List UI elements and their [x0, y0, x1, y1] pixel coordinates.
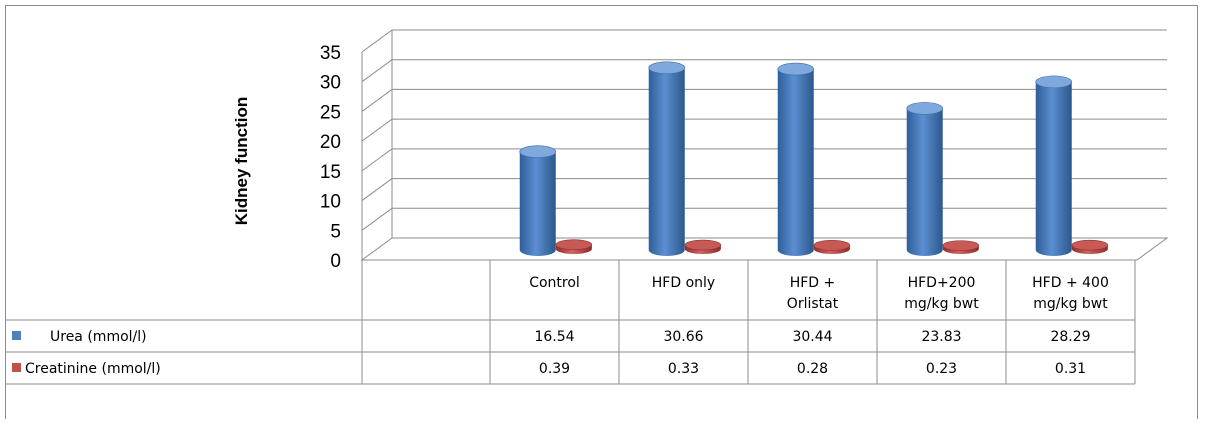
x-category-label: HFD + 400: [1032, 275, 1109, 291]
y-tick-label: 15: [320, 162, 341, 183]
side-gridline: [361, 148, 393, 172]
urea-bar: [906, 108, 943, 256]
urea-bar-top: [1035, 75, 1073, 89]
table-cell-value: 0.23: [926, 361, 957, 377]
urea-bar: [648, 67, 685, 257]
table-cell-value: 16.54: [534, 329, 574, 345]
legend-key: [12, 331, 21, 340]
creatinine-bar-top: [942, 240, 980, 251]
table-cell-value: 0.39: [539, 361, 570, 377]
side-gridline: [361, 207, 393, 231]
series-name: Creatinine (mmol/l): [25, 361, 161, 377]
urea-bar-top: [906, 102, 944, 115]
y-tick-label: 0: [330, 251, 341, 272]
x-category-label: HFD only: [652, 275, 715, 291]
table-cell-value: 30.44: [792, 329, 832, 345]
series-name: Urea (mmol/l): [50, 329, 147, 345]
y-tick-label: 10: [320, 192, 341, 213]
urea-bar-top: [519, 145, 557, 159]
x-category-label: HFD+200: [908, 275, 976, 291]
table-cell-value: 0.28: [797, 361, 828, 377]
urea-bar-top: [648, 61, 686, 75]
x-category-label: Orlistat: [787, 296, 839, 312]
table-cell-value: 0.33: [668, 361, 699, 377]
table-cell-value: 30.66: [663, 329, 703, 345]
creatinine-bar-top: [684, 239, 722, 251]
y-tick-label: 20: [320, 132, 341, 153]
x-category-label: mg/kg bwt: [1033, 296, 1108, 312]
creatinine-bar-top: [1071, 239, 1109, 251]
side-gridline: [361, 118, 393, 142]
y-tick-label: 30: [320, 73, 341, 94]
x-category-label: Control: [529, 275, 580, 291]
side-gridline: [361, 178, 393, 201]
urea-bar-top: [777, 62, 815, 76]
side-gridline: [361, 59, 393, 83]
table-cell-value: 23.83: [921, 329, 961, 345]
side-gridline: [361, 29, 393, 53]
legend-key: [12, 363, 21, 372]
y-axis-title: Kidney function: [232, 97, 251, 225]
x-category-label: HFD +: [790, 275, 836, 291]
x-category-label: mg/kg bwt: [904, 296, 979, 312]
urea-bar: [519, 151, 556, 256]
urea-bar: [1035, 81, 1072, 256]
urea-bar: [777, 69, 814, 256]
table-cell-value: 0.31: [1055, 361, 1086, 377]
creatinine-bar-top: [813, 240, 851, 251]
y-tick-label: 5: [330, 221, 341, 242]
side-gridline: [361, 89, 393, 112]
creatinine-bar-top: [555, 239, 593, 250]
y-tick-label: 25: [320, 102, 341, 123]
table-cell-value: 28.29: [1050, 329, 1090, 345]
chart-frame: [5, 5, 1198, 419]
y-tick-label: 35: [320, 43, 341, 64]
